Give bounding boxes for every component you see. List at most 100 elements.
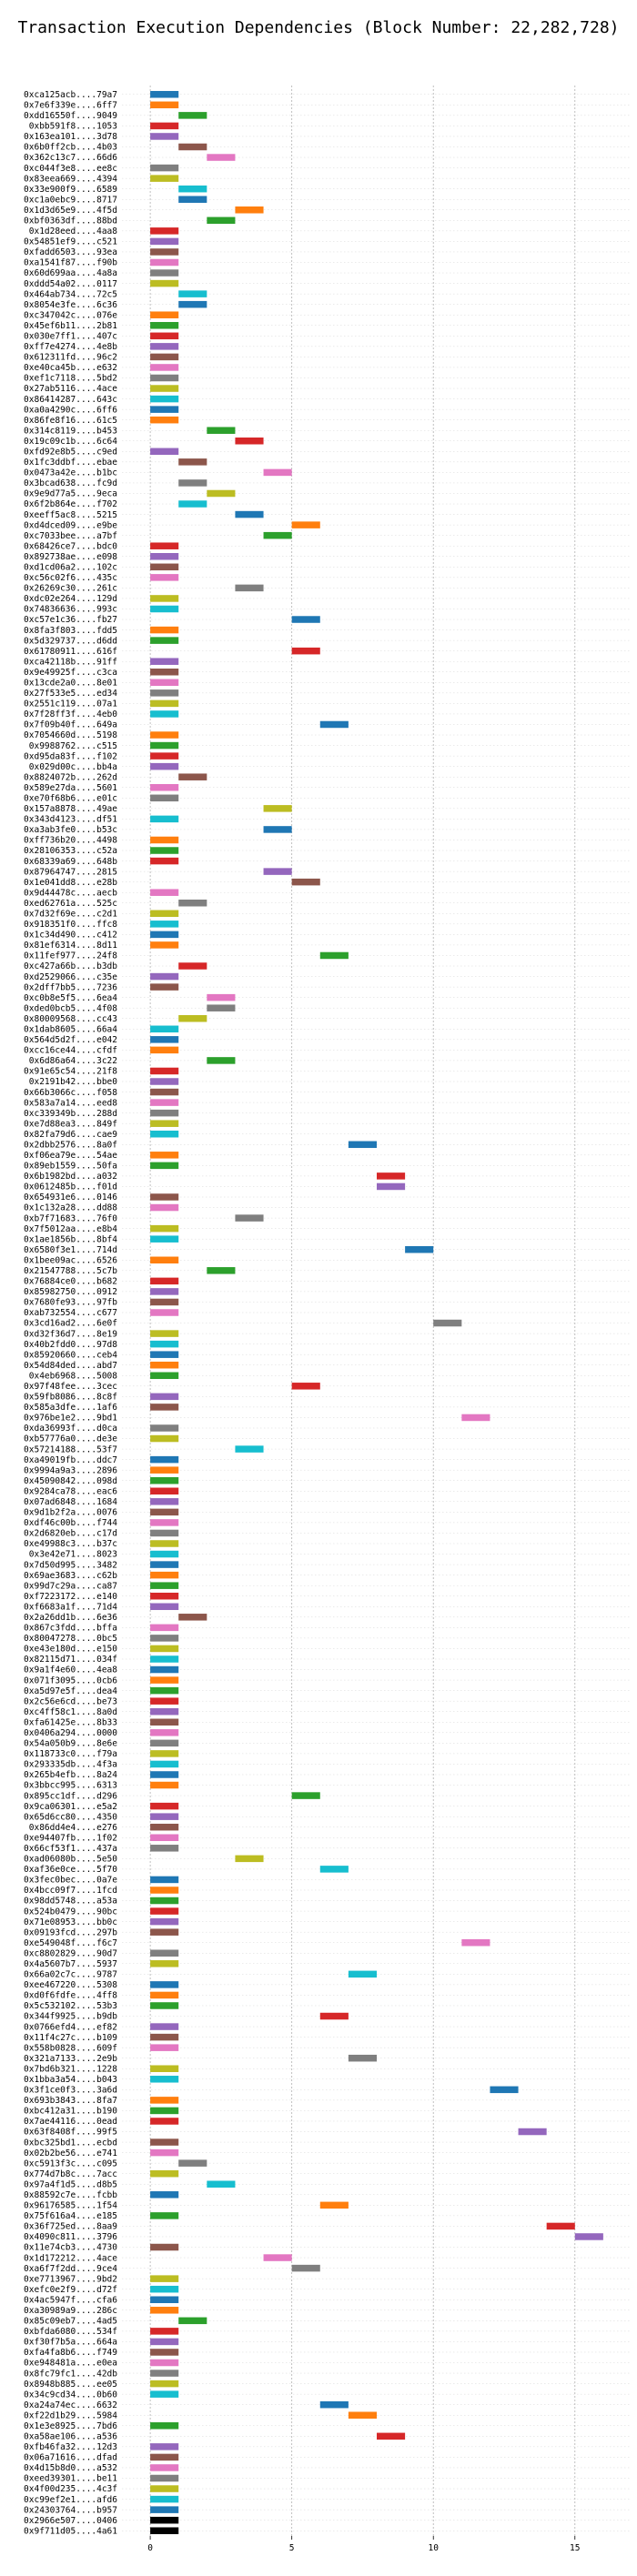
y-tick-label: 0x86dd4e4....e276 [29,1823,118,1833]
bar-91 [150,1046,179,1054]
y-tick-label: 0x1c132a28....dd88 [24,1203,117,1213]
bar-63 [150,752,179,760]
y-tick-label: 0x7d32f69e....c2d1 [24,909,117,919]
y-tick-label: 0xc4ff58c1....8a0d [24,1707,117,1717]
y-tick-label: 0x8054e3fe....6c36 [24,300,117,310]
bar-141 [150,1571,179,1579]
bar-0 [150,91,179,98]
bar-36 [263,468,292,477]
y-tick-label: 0xdf46c00b....f744 [24,1518,117,1528]
bar-10 [178,196,207,203]
bar-212 [178,2317,207,2325]
bar-206 [263,2254,292,2261]
bar-92 [207,1057,236,1064]
y-tick-label: 0x9f711d05....4a61 [24,2526,117,2536]
bar-55 [150,668,179,676]
y-tick-label: 0xa30989a9....286c [24,2306,117,2316]
y-tick-label: 0x5d329737....d6dd [24,636,117,646]
bar-151 [150,1676,179,1684]
bar-163 [150,1802,179,1810]
y-tick-label: 0xefc0e2f9....d72f [24,2285,117,2295]
bar-161 [150,1781,179,1789]
y-tick-label: 0x24303764....b957 [24,2505,117,2515]
y-tick-label: 0x02b2be56....e741 [24,2148,117,2158]
bar-48 [150,595,179,602]
bar-133 [150,1487,179,1495]
bar-230 [150,2506,179,2513]
bar-39 [178,500,207,508]
y-tick-label: 0x3fec0bec....0a7e [24,1876,117,1886]
y-tick-label: 0x54851ef9....c521 [24,237,117,247]
bar-180 [150,1981,179,1988]
x-tick-label: 0 [147,2543,153,2553]
y-tick-label: 0x585a3dfe....1af6 [24,1403,117,1413]
bar-193 [150,2118,179,2125]
bar-33 [235,438,264,445]
y-tick-label: 0x7e6f339e....6ff7 [24,101,117,111]
y-tick-label: 0xd32f36d7....8e19 [24,1329,117,1339]
bar-21 [150,311,179,318]
bar-220 [319,2400,349,2409]
bar-116 [150,1309,179,1316]
bar-57 [150,689,179,697]
bar-134 [150,1498,179,1505]
y-tick-label: 0x65d6cc80....4350 [24,1812,117,1822]
bar-178 [150,1960,179,1967]
x-tick-label: 10 [428,2543,439,2553]
y-tick-label: 0xe70f68b6....e01c [24,793,117,803]
bar-187 [348,2054,377,2062]
y-tick-label: 0x314c8119....b453 [24,426,117,436]
bar-216 [150,2359,179,2367]
bar-88 [178,1014,207,1022]
y-tick-label: 0xbc325bd1....ecbd [24,2138,117,2148]
bar-29 [150,395,179,403]
bar-199 [207,2180,236,2188]
bar-80 [150,931,179,939]
bar-137 [150,1529,179,1537]
y-tick-label: 0xa0a4290c....6ff6 [24,405,117,415]
bar-32 [207,427,236,434]
bar-84 [150,972,179,981]
bar-75 [291,878,320,886]
bar-224 [150,2443,179,2450]
bar-135 [150,1508,179,1516]
y-tick-label: 0x9a1f4e60....4ea8 [24,1665,117,1675]
y-tick-label: 0xa3ab3fe0....b53c [24,825,117,835]
y-tick-label: 0x7054660d....5198 [24,730,117,740]
bar-162 [291,1792,320,1799]
y-tick-label: 0xa6f7f2dd....9ce4 [24,2264,117,2274]
bar-58 [150,699,179,708]
y-tick-label: 0x82fa79d6....cae9 [24,1130,117,1140]
bar-85 [150,983,179,991]
y-tick-label: 0x2c56e6cd....be73 [24,1696,117,1706]
y-tick-label: 0x2d6820eb....c17d [24,1529,117,1539]
bar-124 [150,1393,179,1401]
bar-169 [319,1866,349,1873]
bar-37 [178,479,207,487]
y-tick-label: 0x07ad6848....1684 [24,1497,117,1507]
bar-53 [291,647,320,655]
y-tick-label: 0x1c34d490....c412 [24,931,117,941]
bar-197 [178,2159,207,2167]
bar-78 [150,910,179,918]
bar-31 [150,416,179,424]
bar-41 [291,521,320,528]
bar-221 [348,2411,377,2419]
y-tick-label: 0xf7223172....e140 [24,1592,117,1602]
y-tick-label: 0x7f09b40f....649a [24,720,117,730]
y-tick-label: 0x82115d71....034f [24,1655,117,1665]
bar-72 [150,847,179,854]
bar-198 [150,2169,179,2178]
y-tick-label: 0x867c3fdd....bffa [24,1624,117,1634]
bar-138 [150,1540,179,1547]
y-tick-label: 0x4f00d235....4c3f [24,2484,117,2494]
bar-73 [150,857,179,865]
y-tick-label: 0x5c532102....53b3 [24,2001,117,2011]
bar-213 [150,2328,179,2335]
bar-86 [207,993,236,1001]
y-tick-label: 0x9988762....c515 [29,741,117,751]
y-tick-label: 0xf06ea79e....54ae [24,1151,117,1161]
bar-60 [319,720,349,729]
y-tick-label: 0x321a7133....2e9b [24,2054,117,2064]
